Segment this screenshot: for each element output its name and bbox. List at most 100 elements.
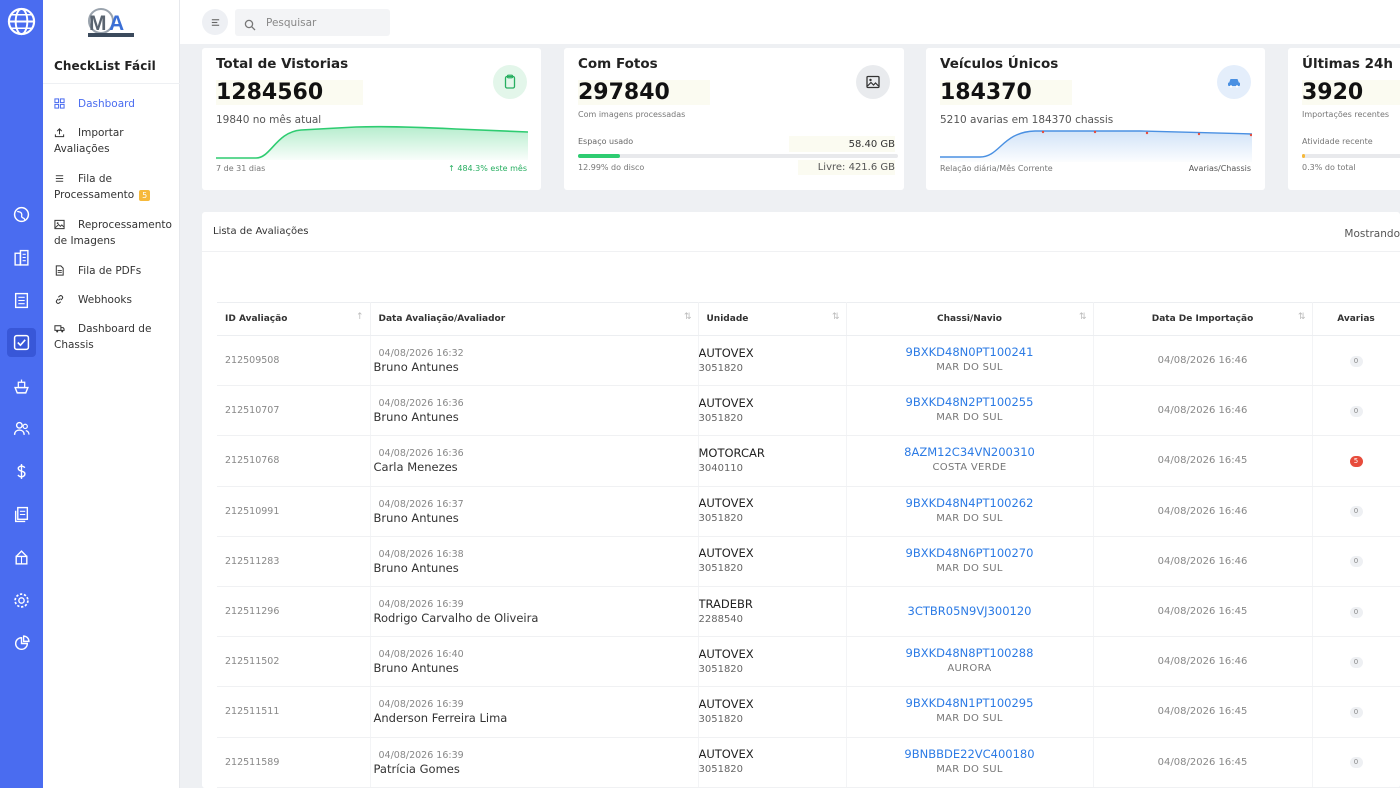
card-footer-left: Relação diária/Mês Corrente: [940, 164, 1053, 173]
table-row[interactable]: 212510991 04/08/2026 16:37 Bruno Antunes AU…: [217, 486, 1400, 537]
sidebar-item-dashboard-chassis[interactable]: Dashboard de Chassis: [54, 321, 176, 353]
card-footer-right: Avarias/Chassis: [1188, 164, 1251, 173]
evaluator-name: Bruno Antunes: [373, 510, 459, 525]
unit-cell: AUTOVEX 3051820: [698, 335, 847, 387]
card-title: Veículos Únicos: [940, 56, 1059, 72]
settings-icon[interactable]: [10, 589, 32, 611]
chassi-link[interactable]: 8AZM12C34VN200310: [904, 445, 1035, 460]
brand-logo[interactable]: M A: [84, 6, 138, 40]
unit-cell: AUTOVEX 3051820: [698, 737, 847, 788]
column-header-chassi[interactable]: Chassi/Navio ⇅: [846, 302, 1094, 336]
grid-icon: [54, 98, 66, 110]
chassi-cell: 9BXKD48N4PT100262 MAR DO SUL: [846, 486, 1094, 537]
building-icon[interactable]: [10, 246, 32, 268]
recent-label: Atividade recente: [1302, 137, 1373, 146]
menu-toggle-button[interactable]: [202, 9, 228, 35]
evaluation-date: 04/08/2026 16:37: [378, 498, 464, 510]
card-title: Total de Vistorias: [216, 56, 349, 72]
damages-badge[interactable]: 0: [1349, 606, 1363, 618]
chassi-link[interactable]: 9BXKD48N0PT100241: [905, 345, 1034, 360]
damages-badge[interactable]: 0: [1349, 556, 1363, 568]
table-row[interactable]: 212511511 04/08/2026 16:39 Anderson Ferrei…: [217, 686, 1400, 738]
table-row[interactable]: 212511296 04/08/2026 16:39 Rodrigo Carvalh…: [217, 586, 1400, 638]
world-icon[interactable]: [10, 203, 32, 225]
table-row[interactable]: 212511589 04/08/2026 16:39 Patrícia Gomes A…: [217, 737, 1400, 788]
column-header-date[interactable]: Data Avaliação/Avaliador ⇅: [370, 302, 699, 336]
ship-name: COSTA VERDE: [932, 462, 1007, 474]
chassi-link[interactable]: 3CTBR05N9VJ300120: [907, 604, 1032, 619]
table-row[interactable]: 212510707 04/08/2026 16:36 Bruno Antunes AU…: [217, 385, 1400, 437]
damages-cell: 0: [1312, 636, 1400, 688]
dollar-icon[interactable]: [10, 460, 32, 482]
globe-icon[interactable]: [6, 6, 37, 37]
unit-name: AUTOVEX: [698, 395, 754, 410]
damages-badge[interactable]: 0: [1349, 656, 1363, 668]
sort-icon[interactable]: ↑: [355, 312, 364, 322]
documents-icon[interactable]: [10, 503, 32, 525]
chassi-link[interactable]: 9BXKD48N8PT100288: [905, 646, 1034, 661]
report-icon[interactable]: [10, 289, 32, 311]
ship-name: MAR DO SUL: [936, 562, 1003, 574]
unit-name: AUTOVEX: [698, 496, 754, 511]
disk-percent: 12.99% do disco: [578, 163, 645, 172]
unit-name: MOTORCAR: [698, 445, 765, 460]
sidebar-item-label: Dashboard de Chassis: [54, 323, 152, 351]
sort-icon[interactable]: ⇅: [683, 312, 692, 322]
import-date: 04/08/2026 16:46: [1093, 385, 1313, 437]
card-com-fotos: Com Fotos 297840 Com imagens processadas…: [564, 48, 904, 190]
sidebar-item-fila-pdfs[interactable]: Fila de PDFs: [54, 263, 176, 279]
sidebar-item-label: Fila de Processamento: [54, 173, 135, 201]
import-date: 04/08/2026 16:46: [1093, 335, 1313, 387]
sidebar-item-reprocessamento[interactable]: Reprocessamento de Imagens: [54, 217, 176, 249]
search-input[interactable]: [266, 9, 386, 36]
chassi-link[interactable]: 9BXKD48N4PT100262: [905, 495, 1034, 510]
damages-badge[interactable]: 0: [1349, 355, 1363, 367]
sort-icon[interactable]: ⇅: [831, 312, 840, 322]
evaluation-date: 04/08/2026 16:39: [378, 599, 464, 611]
damages-badge[interactable]: 0: [1349, 506, 1363, 518]
chassi-link[interactable]: 9BNBBDE22VC400180: [904, 746, 1035, 761]
evaluator-name: Anderson Ferreira Lima: [373, 711, 508, 726]
sidebar-item-fila-processamento[interactable]: Fila de Processamento 5: [54, 171, 176, 203]
cargo-icon[interactable]: [10, 546, 32, 568]
table-row[interactable]: 212510768 04/08/2026 16:36 Carla Menezes MO…: [217, 435, 1400, 487]
ship-icon[interactable]: [10, 375, 32, 397]
table-row[interactable]: 212509508 04/08/2026 16:32 Bruno Antunes AU…: [217, 335, 1400, 387]
damages-badge[interactable]: 0: [1349, 757, 1363, 769]
sort-icon[interactable]: ⇅: [1078, 312, 1087, 322]
menu-icon: [210, 13, 221, 32]
disk-usage-fill: [578, 154, 620, 158]
column-header-import-date[interactable]: Data De Importação ⇅: [1093, 302, 1313, 336]
table-row[interactable]: 212511283 04/08/2026 16:38 Bruno Antunes AU…: [217, 536, 1400, 587]
column-header-id[interactable]: ID Avaliação ↑: [217, 302, 371, 336]
evaluation-date: 04/08/2026 16:36: [378, 398, 464, 410]
date-evaluator-cell: 04/08/2026 16:40 Bruno Antunes: [370, 636, 699, 688]
date-evaluator-cell: 04/08/2026 16:36 Bruno Antunes: [370, 385, 699, 437]
unit-name: AUTOVEX: [698, 546, 754, 561]
chassi-cell: 9BXKD48N0PT100241 MAR DO SUL: [846, 335, 1094, 387]
unit-name: AUTOVEX: [698, 696, 754, 711]
column-header-damages[interactable]: Avarias: [1312, 302, 1400, 336]
table-row[interactable]: 212511502 04/08/2026 16:40 Bruno Antunes AU…: [217, 636, 1400, 688]
damages-badge[interactable]: 5: [1349, 455, 1363, 467]
chassi-cell: 9BXKD48N8PT100288 AURORA: [846, 636, 1094, 688]
sidebar-item-importar[interactable]: Importar Avaliações: [54, 125, 176, 157]
column-header-unit[interactable]: Unidade ⇅: [698, 302, 847, 336]
chassi-cell: 9BNBBDE22VC400180 MAR DO SUL: [846, 737, 1094, 788]
checklist-icon[interactable]: [7, 328, 36, 357]
sidebar-item-label: Reprocessamento de Imagens: [54, 219, 172, 247]
chassi-link[interactable]: 9BXKD48N1PT100295: [905, 696, 1034, 711]
sidebar-item-webhooks[interactable]: Webhooks: [54, 292, 176, 308]
divider: [43, 83, 180, 84]
damages-badge[interactable]: 0: [1349, 405, 1363, 417]
unit-name: TRADEBR: [698, 596, 753, 611]
chassi-link[interactable]: 9BXKD48N2PT100255: [905, 395, 1034, 410]
users-icon[interactable]: [10, 417, 32, 439]
chassi-link[interactable]: 9BXKD48N6PT100270: [905, 545, 1034, 560]
sort-icon[interactable]: ⇅: [1297, 312, 1306, 322]
damages-badge[interactable]: 0: [1349, 706, 1363, 718]
sidebar: M A CheckList Fácil Dashboard Importar A…: [43, 0, 180, 788]
pie-chart-icon[interactable]: [10, 632, 32, 654]
sidebar-item-dashboard[interactable]: Dashboard: [54, 96, 176, 112]
table-header-row: ID Avaliação ↑ Data Avaliação/Avaliador ⇅ …: [217, 302, 1400, 336]
